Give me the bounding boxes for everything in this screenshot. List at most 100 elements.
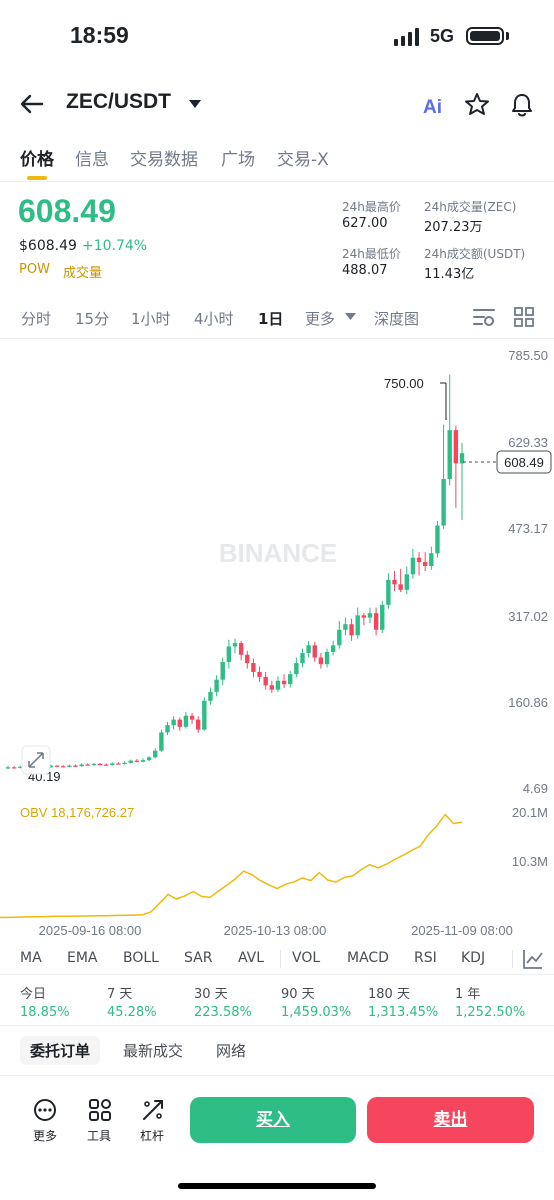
candle-body <box>300 653 305 664</box>
layout-grid-icon[interactable] <box>514 307 534 327</box>
candle-body <box>269 685 275 690</box>
candle-body <box>85 764 90 766</box>
candle-body <box>459 453 465 464</box>
perf-value-180d: 1,313.45% <box>368 1005 439 1020</box>
indicator-boll[interactable]: BOLL <box>123 950 159 966</box>
candle-body <box>140 760 146 762</box>
indicator-rsi[interactable]: RSI <box>414 950 437 966</box>
indicator-avl[interactable]: AVL <box>238 950 265 966</box>
tools-grid-icon[interactable] <box>88 1098 112 1122</box>
obv-y-tick: 20.1M <box>512 805 548 820</box>
usd-price: $608.49 <box>19 238 77 254</box>
candle-body <box>189 715 195 720</box>
tab-price[interactable]: 价格 <box>20 150 54 170</box>
indicator-macd[interactable]: MACD <box>347 950 389 966</box>
candle-body <box>429 553 434 567</box>
last-price: 608.49 <box>18 193 116 229</box>
indicator-ma[interactable]: MA <box>20 950 42 966</box>
candle-body <box>318 657 324 665</box>
current-price-box <box>496 450 552 474</box>
tab-square[interactable]: 广场 <box>221 150 255 170</box>
candle-body <box>435 525 440 554</box>
interval-depth[interactable]: 深度图 <box>374 310 420 328</box>
y-tick-label: 160.86 <box>508 695 548 710</box>
candle-body <box>422 562 428 567</box>
candle-body <box>165 725 170 733</box>
indicator-kdj[interactable]: KDJ <box>461 950 486 966</box>
tab-info[interactable]: 信息 <box>75 150 109 170</box>
pair-title[interactable]: ZEC/USDT <box>66 90 171 113</box>
bell-icon[interactable] <box>510 92 534 118</box>
tag-pow[interactable]: POW <box>19 262 50 277</box>
candle-body <box>361 615 367 618</box>
sell-button[interactable]: 卖出 <box>367 1097 534 1143</box>
x-tick-label: 2025-11-09 08:00 <box>411 923 513 938</box>
candle-body <box>349 624 354 636</box>
perf-label-180d: 180 天 <box>368 987 410 1002</box>
perf-label-today: 今日 <box>20 987 47 1002</box>
candle-body <box>288 674 293 685</box>
candle-body <box>153 750 158 758</box>
tab-trading-data[interactable]: 交易数据 <box>130 150 198 170</box>
leverage-icon[interactable] <box>141 1098 165 1122</box>
candle-body <box>122 762 127 765</box>
candle-body <box>275 680 281 690</box>
y-tick-label: 4.69 <box>523 781 548 796</box>
candle-body <box>355 615 360 636</box>
star-icon[interactable] <box>464 92 490 116</box>
candle-body <box>245 654 250 664</box>
candle-body <box>251 663 256 672</box>
more-caret-icon[interactable] <box>345 313 356 321</box>
y-tick-label: 317.02 <box>508 609 548 624</box>
interval-15m[interactable]: 15分 <box>75 310 110 328</box>
candle-body <box>306 645 311 654</box>
interval-1h[interactable]: 1小时 <box>131 310 171 328</box>
indicator-divider <box>512 950 513 968</box>
current-price-label: 608.49 <box>504 455 544 470</box>
chart-settings-icon[interactable] <box>472 306 496 328</box>
candle-body <box>226 646 232 662</box>
tab-open-orders[interactable]: 委托订单 <box>20 1036 101 1065</box>
buy-button[interactable]: 买入 <box>190 1097 356 1143</box>
tab-latest-trades[interactable]: 最新成交 <box>123 1042 184 1060</box>
indicator-sar[interactable]: SAR <box>184 950 213 966</box>
tool-label-leverage[interactable]: 杠杆 <box>140 1129 165 1143</box>
candle-body <box>208 691 213 701</box>
tag-volume[interactable]: 成交量 <box>63 266 103 281</box>
candle-body <box>18 766 23 768</box>
interval-4h[interactable]: 4小时 <box>194 310 234 328</box>
more-dots-icon[interactable] <box>33 1098 57 1122</box>
candle-body <box>281 680 287 685</box>
tool-label-tools[interactable]: 工具 <box>87 1129 112 1143</box>
candle-body <box>367 613 373 618</box>
indicator-vol[interactable]: VOL <box>292 950 321 966</box>
svg-text:Ai: Ai <box>423 97 442 116</box>
candle-body <box>159 732 164 751</box>
candle-body <box>447 430 452 479</box>
ai-icon[interactable]: Ai <box>422 94 446 116</box>
candle-body <box>91 763 97 766</box>
indicator-settings-icon[interactable] <box>522 948 544 970</box>
tab-network[interactable]: 网络 <box>216 1042 247 1060</box>
caret-down-icon[interactable] <box>188 99 202 109</box>
candle-body <box>73 765 78 767</box>
obv-label: OBV 18,176,726.27 <box>20 805 134 820</box>
interval-line[interactable]: 分时 <box>21 310 52 328</box>
candle-body <box>343 624 348 630</box>
battery-tip <box>506 32 509 40</box>
candle-body <box>441 478 446 526</box>
interval-1d[interactable]: 1日 <box>258 310 284 328</box>
tool-label-more[interactable]: 更多 <box>33 1129 58 1143</box>
candlestick-chart[interactable]: BINANCE 750.00 40.19 608.49 785.50 629.3… <box>0 340 554 940</box>
candle-body <box>220 661 225 680</box>
perf-value-7d: 45.28% <box>107 1005 157 1020</box>
tab-underline <box>27 176 47 180</box>
interval-more[interactable]: 更多 <box>305 310 336 328</box>
perf-value-1y: 1,252.50% <box>455 1005 526 1020</box>
candle-body <box>263 676 268 686</box>
indicator-ema[interactable]: EMA <box>67 950 98 966</box>
back-arrow-icon[interactable] <box>20 94 44 114</box>
stat-value-low: 488.07 <box>342 263 388 278</box>
candle-body <box>214 679 219 692</box>
tab-trade-x[interactable]: 交易-X <box>277 150 329 170</box>
